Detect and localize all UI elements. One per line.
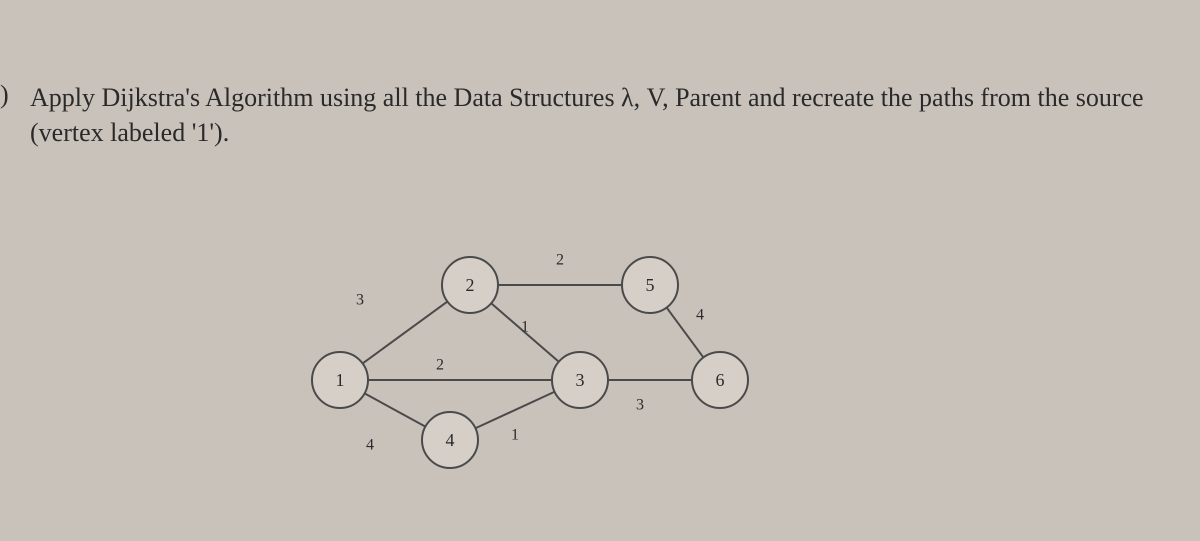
edge-weight-3-6: 3 [636, 397, 644, 414]
node-label-5: 5 [646, 275, 655, 295]
graph-diagram: 3 2 4 2 1 1 4 3 1 2 3 4 5 6 [290, 230, 810, 490]
page: ) Apply Dijkstra's Algorithm using all t… [0, 0, 1200, 541]
edge-weight-1-2: 3 [356, 292, 364, 309]
edge-weight-4-3: 1 [511, 427, 519, 444]
node-label-6: 6 [716, 370, 725, 390]
question-text: Apply Dijkstra's Algorithm using all the… [30, 80, 1170, 150]
node-label-3: 3 [576, 370, 585, 390]
edge-weight-2-3: 1 [521, 319, 529, 336]
node-label-1: 1 [336, 370, 345, 390]
edge-weight-1-4: 4 [366, 437, 374, 454]
node-label-4: 4 [446, 430, 455, 450]
edge-weight-2-5: 2 [556, 252, 564, 269]
edge-weight-1-3: 2 [436, 357, 444, 374]
edge-1-2 [363, 302, 448, 364]
edge-1-4 [365, 393, 426, 426]
edge-4-3 [475, 392, 554, 429]
node-label-2: 2 [466, 275, 475, 295]
question-bullet: ) [0, 80, 9, 110]
edge-weight-5-6: 4 [696, 307, 704, 324]
